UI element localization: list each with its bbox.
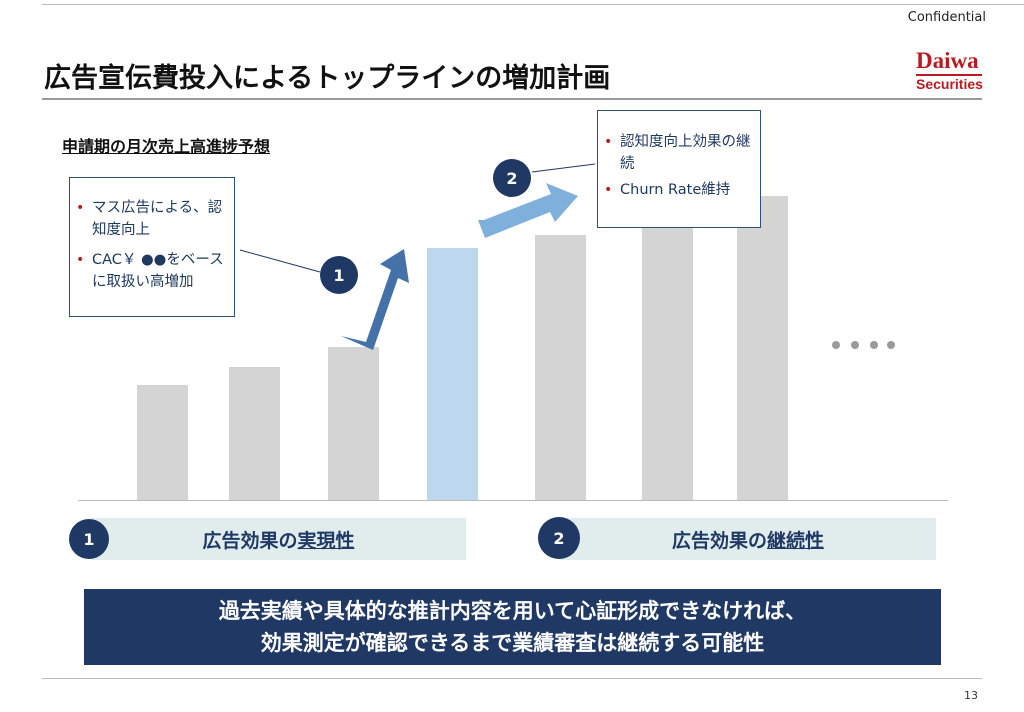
daiwa-logo: Daiwa Securities bbox=[912, 48, 984, 94]
callout-list-2: • 認知度向上効果の継続 • Churn Rate維持 bbox=[598, 131, 756, 201]
section-2-prefix: 広告効果の bbox=[671, 529, 767, 552]
bar-5 bbox=[535, 235, 586, 500]
bar-7 bbox=[737, 196, 788, 500]
bar-2 bbox=[229, 367, 280, 500]
logo-divider bbox=[916, 74, 982, 76]
confidential-label: Confidential bbox=[907, 10, 986, 25]
growth-arrow-2 bbox=[478, 183, 578, 238]
title-rule bbox=[42, 98, 982, 100]
bar-1 bbox=[137, 385, 188, 500]
callout2-item: • 認知度向上効果の継続 bbox=[598, 131, 756, 175]
logo-text-daiwa: Daiwa bbox=[916, 48, 979, 73]
section-2-number: 2 bbox=[538, 517, 580, 559]
callout1-item-text: CAC￥ ●●をベースに取扱い高増加 bbox=[92, 252, 224, 290]
conclusion-banner: 過去実績や具体的な推計内容を用いて心証形成できなければ、 効果測定が確認できるま… bbox=[84, 589, 941, 665]
callout2-leader-line bbox=[531, 163, 596, 173]
banner-line-1: 過去実績や具体的な推計内容を用いて心証形成できなければ、 bbox=[218, 599, 807, 623]
bullet-icon: • bbox=[604, 182, 613, 198]
growth-arrow-1 bbox=[341, 249, 409, 350]
page-number: 13 bbox=[964, 689, 978, 702]
callout-box-1: • マス広告による、認知度向上 • CAC￥ ●●をベースに取扱い高増加 bbox=[69, 177, 235, 317]
marker-1: 1 bbox=[320, 256, 358, 294]
section-2-emphasis: 継続性 bbox=[767, 529, 825, 552]
callout-list-1: • マス広告による、認知度向上 • CAC￥ ●●をベースに取扱い高増加 bbox=[70, 197, 228, 293]
continuation-dot bbox=[851, 341, 859, 349]
continuation-dot bbox=[832, 341, 840, 349]
bullet-icon: • bbox=[604, 134, 613, 150]
callout1-item: • マス広告による、認知度向上 bbox=[70, 197, 228, 241]
page-title: 広告宣伝費投入によるトップラインの増加計画 bbox=[44, 63, 611, 94]
continuation-dot bbox=[887, 341, 895, 349]
callout2-item: • Churn Rate維持 bbox=[598, 179, 756, 201]
bar-3 bbox=[328, 347, 379, 500]
chart-subtitle: 申請期の月次売上高進捗予想 bbox=[62, 137, 271, 156]
marker-2: 2 bbox=[493, 159, 531, 197]
section-1-prefix: 広告効果の bbox=[202, 529, 298, 552]
bar-6 bbox=[642, 216, 693, 500]
chart-baseline bbox=[78, 500, 948, 501]
top-border bbox=[42, 4, 1024, 5]
callout1-item: • CAC￥ ●●をベースに取扱い高増加 bbox=[70, 249, 228, 293]
section-1-number: 1 bbox=[69, 519, 109, 559]
callout-box-2: • 認知度向上効果の継続 • Churn Rate維持 bbox=[597, 110, 761, 228]
bar-4 bbox=[427, 248, 478, 500]
callout1-item-text: マス広告による、認知度向上 bbox=[92, 200, 223, 238]
callout1-leader-line bbox=[239, 249, 321, 273]
logo-text-securities: Securities bbox=[916, 76, 983, 92]
bullet-icon: • bbox=[76, 252, 85, 268]
section-1-emphasis: 実現性 bbox=[297, 529, 355, 552]
bullet-icon: • bbox=[76, 200, 85, 216]
banner-line-2: 効果測定が確認できるまで業績審査は継続する可能性 bbox=[260, 631, 765, 655]
callout2-item-text: Churn Rate維持 bbox=[620, 182, 731, 198]
continuation-dot bbox=[870, 341, 878, 349]
callout2-item-text: 認知度向上効果の継続 bbox=[620, 134, 751, 172]
bottom-rule bbox=[42, 678, 982, 679]
section-2-band: 広告効果の 継続性 bbox=[560, 518, 936, 560]
section-1-band: 広告効果の 実現性 bbox=[91, 518, 466, 560]
